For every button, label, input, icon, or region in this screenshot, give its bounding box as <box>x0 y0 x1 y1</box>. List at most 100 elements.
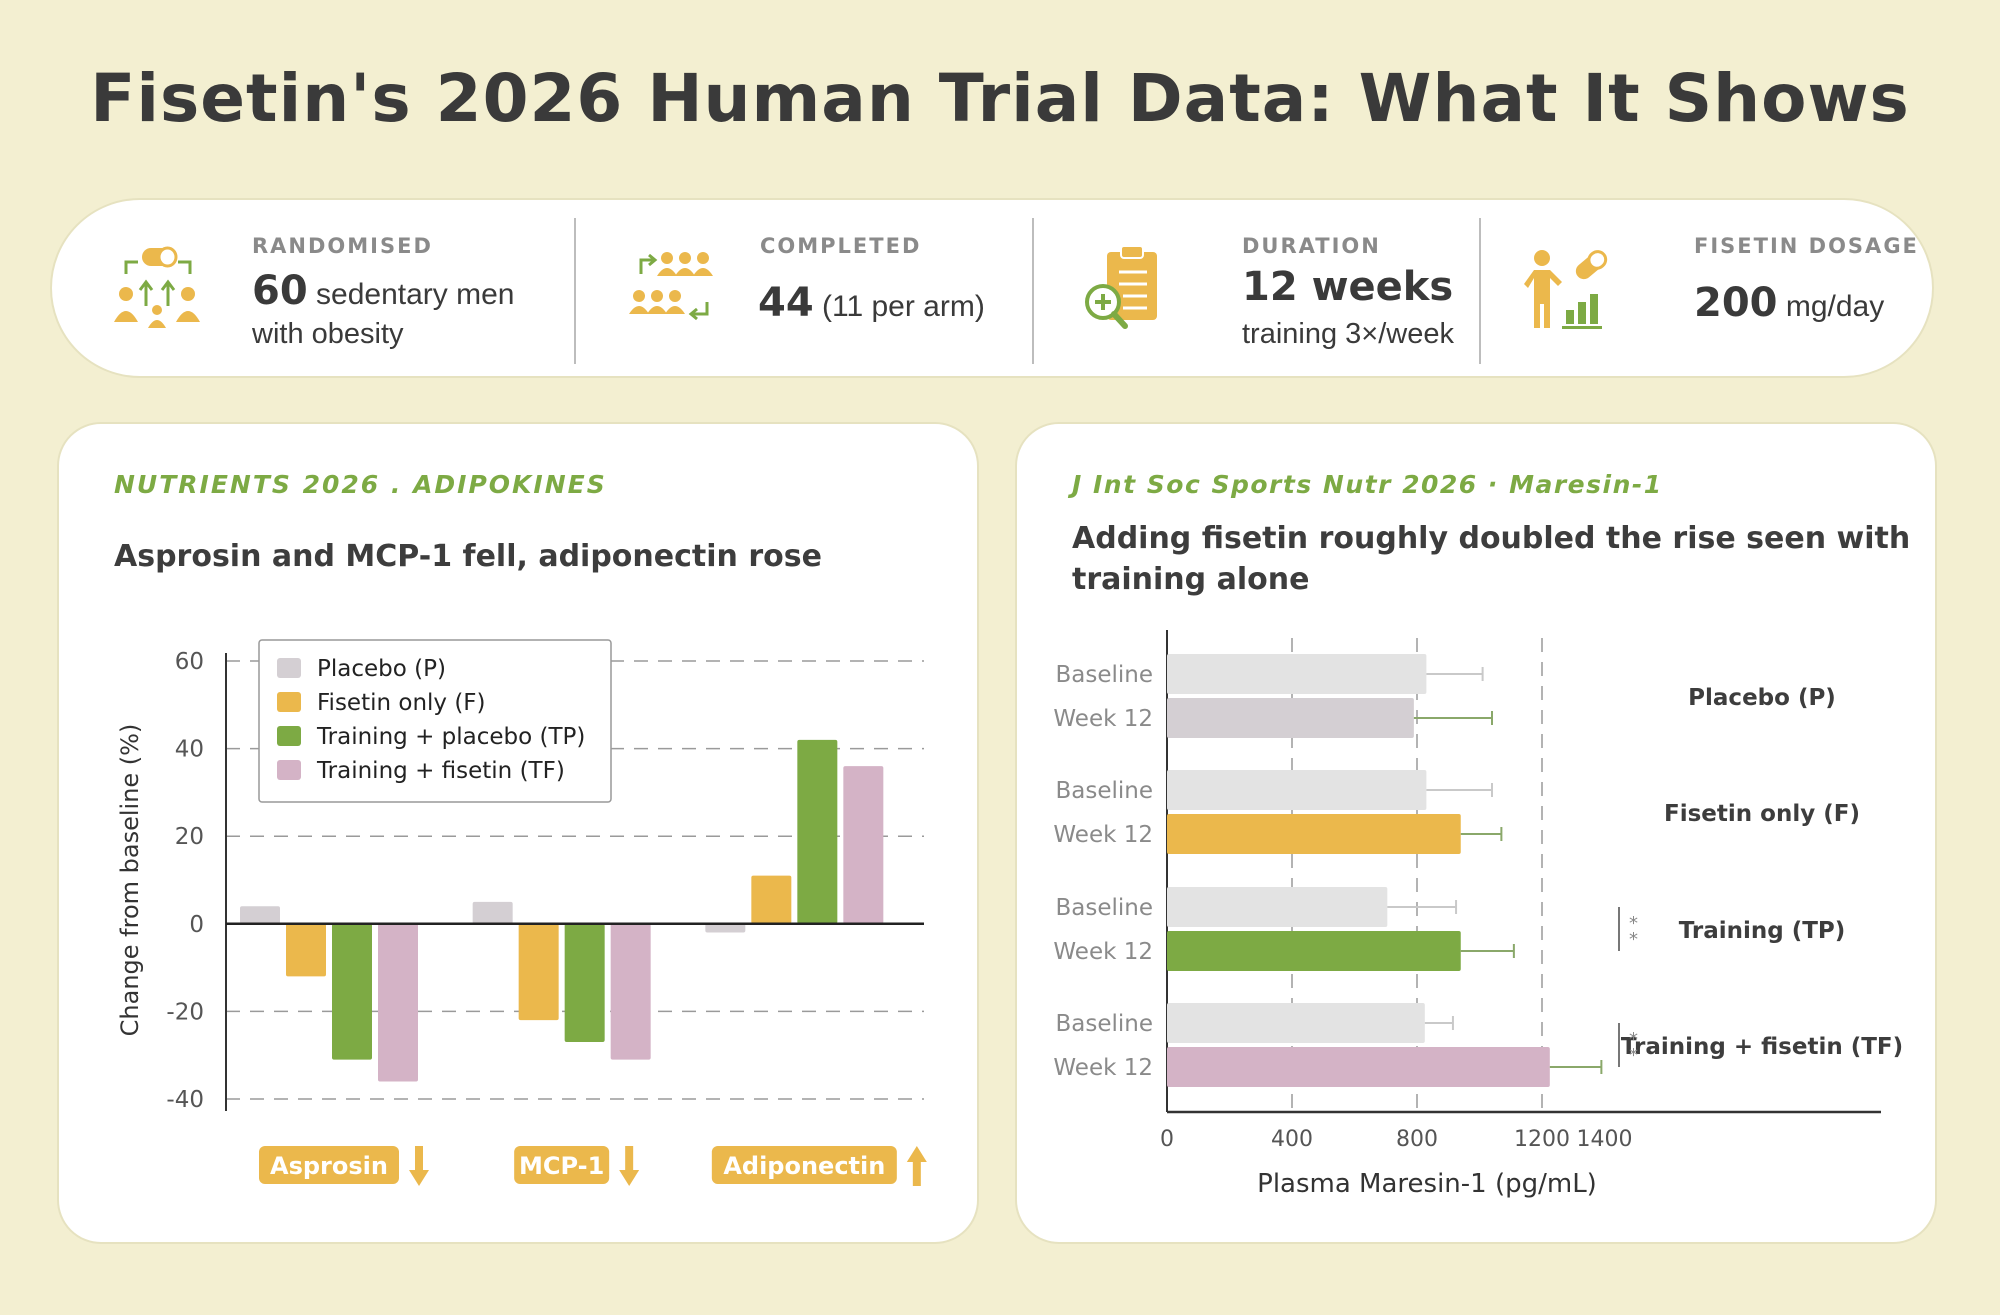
bar-asprosin-3 <box>378 923 418 1082</box>
legend-label: Training + fisetin (TF) <box>316 758 565 784</box>
adipokines-chart: 60 40 20 0 -20 -40 Asprosin MCP-1 Adiponectin Cha… <box>116 639 927 1186</box>
panel-headline: Adding fisetin roughly doubled the rise … <box>1072 518 1910 600</box>
stat-randomised: RANDOMISED 60 sedentary men with obesity <box>112 200 592 376</box>
stat-completed: COMPLETED 44 (11 per arm) <box>622 200 1052 376</box>
panel-headline: Asprosin and MCP-1 fell, adiponectin ros… <box>114 539 822 574</box>
y-axis-label: Change from baseline (%) <box>116 724 144 1037</box>
significance-mark: * <box>1629 1045 1638 1066</box>
adipokines-panel: NUTRIENTS 2026 . ADIPOKINES Asprosin and… <box>57 422 979 1244</box>
stat-value: 200 mg/day <box>1694 280 1885 326</box>
legend-swatch <box>277 692 301 712</box>
bar-asprosin-0 <box>240 906 280 924</box>
significance-mark: * <box>1629 913 1638 934</box>
arrow-up-icon <box>906 1146 927 1186</box>
row-label: Week 12 <box>1053 822 1153 848</box>
bar-week-12 <box>1167 698 1414 738</box>
people-pill-icon <box>114 246 200 328</box>
bar-week-12 <box>1167 814 1461 854</box>
group-arrows-icon <box>629 252 713 321</box>
legend-label: Training + placebo (TP) <box>316 724 585 750</box>
category-pill <box>514 1146 610 1184</box>
bar-asprosin-1 <box>286 923 326 977</box>
legend-label: Placebo (P) <box>317 656 446 682</box>
maresin-panel: J Int Soc Sports Nutr 2026 · Maresin-1 A… <box>1015 422 1937 1244</box>
panel-kicker: NUTRIENTS 2026 . ADIPOKINES <box>114 470 607 499</box>
y-tick-label: -40 <box>166 1087 204 1113</box>
group-label: Training (TP) <box>1679 918 1846 944</box>
y-tick-label: -20 <box>166 999 204 1025</box>
panel-kicker: J Int Soc Sports Nutr 2026 · Maresin-1 <box>1072 470 1663 499</box>
legend-box <box>258 639 612 803</box>
row-label: Baseline <box>1055 895 1153 921</box>
clipboard-search-icon <box>1085 245 1157 329</box>
bar-week-12 <box>1167 1047 1550 1087</box>
stat-label: FISETIN DOSAGE <box>1694 234 1919 258</box>
stat-divider <box>574 218 576 364</box>
stat-sub: with obesity <box>252 318 404 350</box>
legend-label: Fisetin only (F) <box>317 690 486 716</box>
bar-mcp-1-2 <box>564 923 605 1043</box>
x-tick-label: 400 <box>1271 1127 1313 1152</box>
group-label: Placebo (P) <box>1688 685 1836 711</box>
bar-baseline <box>1167 887 1388 927</box>
category-pill <box>711 1146 897 1184</box>
bar-mcp-1-3 <box>610 923 651 1060</box>
significance-mark: * <box>1629 1029 1638 1050</box>
x-tick-label: 0 <box>1160 1127 1174 1152</box>
y-tick-label: 0 <box>189 912 204 938</box>
row-label: Baseline <box>1055 1011 1153 1037</box>
row-label: Week 12 <box>1053 939 1153 965</box>
category-label: Asprosin <box>270 1152 388 1180</box>
category-label: MCP-1 <box>519 1152 604 1180</box>
bar-adiponectin-1 <box>751 875 792 924</box>
bar-asprosin-2 <box>332 923 372 1060</box>
arrow-down-icon <box>409 1146 429 1186</box>
stat-dosage: FISETIN DOSAGE 200 mg/day <box>1522 200 1922 376</box>
significance-mark: * <box>1629 929 1638 950</box>
bar-baseline <box>1167 654 1427 694</box>
category-pill <box>259 1146 399 1184</box>
headline-line: Adding fisetin roughly doubled the rise … <box>1072 521 1911 556</box>
bar-baseline <box>1167 1003 1425 1043</box>
stat-duration: DURATION 12 weeks training 3×/week <box>1077 200 1497 376</box>
x-tick-label: 1400 <box>1577 1127 1633 1152</box>
row-label: Baseline <box>1055 778 1153 804</box>
stats-banner: RANDOMISED 60 sedentary men with obesity… <box>50 198 1934 378</box>
stat-label: COMPLETED <box>760 234 922 258</box>
stat-value: 60 sedentary men <box>252 268 515 314</box>
row-label: Week 12 <box>1053 1055 1153 1081</box>
x-tick-label: 800 <box>1396 1127 1438 1152</box>
stat-value: 12 weeks <box>1242 264 1454 310</box>
arrow-down-icon <box>619 1146 640 1186</box>
stat-sub: training 3×/week <box>1242 318 1454 350</box>
bar-baseline <box>1167 770 1427 810</box>
stat-label: RANDOMISED <box>252 234 433 258</box>
legend-swatch <box>277 658 301 678</box>
stat-divider <box>1479 218 1481 364</box>
maresin-chart: 0 400 800 1200 1400 Plasma Maresin-1 (pg/mL) B… <box>1053 630 1903 1199</box>
bar-mcp-1-0 <box>472 901 513 924</box>
x-axis-label: Plasma Maresin-1 (pg/mL) <box>1257 1169 1597 1199</box>
bar-adiponectin-2 <box>797 739 838 924</box>
y-tick-label: 60 <box>175 649 204 675</box>
bar-adiponectin-3 <box>843 766 884 924</box>
stat-value: 44 (11 per arm) <box>758 280 985 326</box>
y-tick-label: 20 <box>175 824 204 850</box>
bar-week-12 <box>1167 931 1461 971</box>
page-title: Fisetin's 2026 Human Trial Data: What It… <box>90 60 1910 137</box>
category-label: Adiponectin <box>723 1152 885 1180</box>
headline-line: training alone <box>1072 562 1310 597</box>
legend-swatch <box>277 726 301 746</box>
stat-label: DURATION <box>1242 234 1381 258</box>
person-pill-chart-icon <box>1524 250 1608 329</box>
stat-divider <box>1032 218 1034 364</box>
legend-swatch <box>277 760 301 780</box>
bar-adiponectin-0 <box>705 923 746 933</box>
row-label: Baseline <box>1055 662 1153 688</box>
bar-mcp-1-1 <box>518 923 559 1021</box>
y-tick-label: 40 <box>175 737 204 763</box>
group-label: Training + fisetin (TF) <box>1621 1034 1903 1060</box>
group-label: Fisetin only (F) <box>1664 801 1860 827</box>
row-label: Week 12 <box>1053 706 1153 732</box>
x-tick-label: 1200 <box>1514 1127 1570 1152</box>
